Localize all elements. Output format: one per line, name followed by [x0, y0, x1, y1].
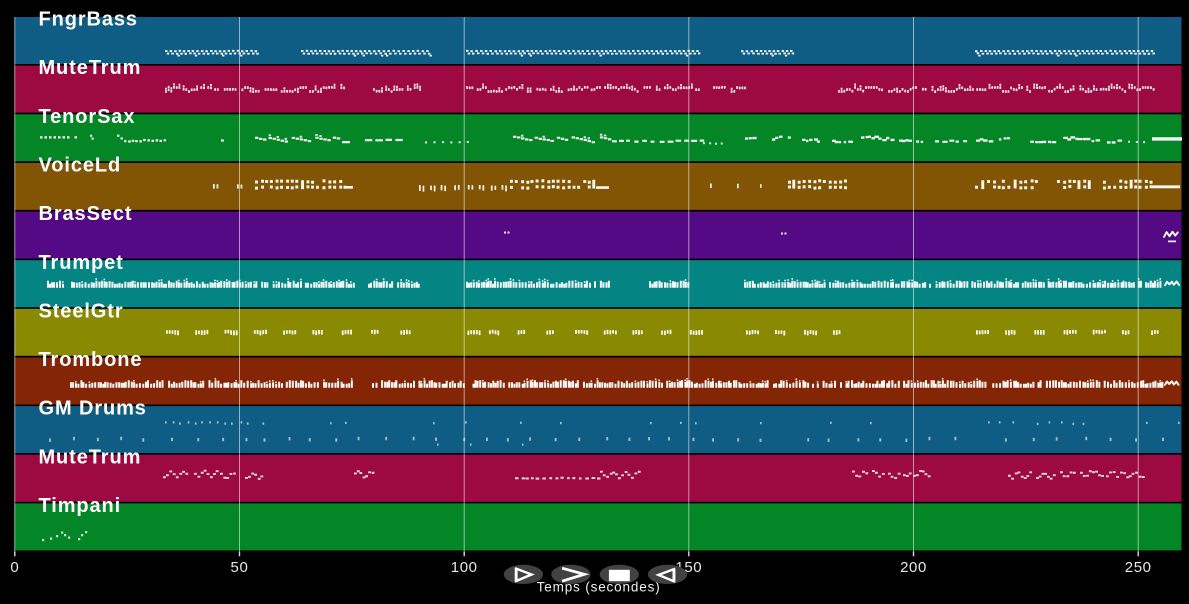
svg-text:50: 50 — [231, 559, 249, 576]
svg-text:MuteTrum: MuteTrum — [39, 446, 142, 468]
svg-text:FngrBass: FngrBass — [39, 9, 138, 31]
svg-text:BrasSect: BrasSect — [39, 203, 133, 225]
svg-text:MuteTrum: MuteTrum — [39, 57, 142, 79]
svg-text:250: 250 — [1125, 559, 1152, 576]
svg-text:Temps (secondes): Temps (secondes) — [537, 579, 661, 594]
svg-text:GM Drums: GM Drums — [39, 398, 147, 420]
svg-text:TenorSax: TenorSax — [39, 106, 136, 128]
svg-text:Trombone: Trombone — [39, 349, 143, 371]
svg-text:VoiceLd: VoiceLd — [39, 155, 122, 177]
svg-text:200: 200 — [900, 559, 927, 576]
svg-text:100: 100 — [451, 559, 478, 576]
svg-text:SteelGtr: SteelGtr — [39, 300, 124, 322]
svg-text:0: 0 — [10, 559, 19, 576]
svg-text:Timpani: Timpani — [39, 495, 122, 517]
svg-text:Trumpet: Trumpet — [39, 252, 124, 274]
